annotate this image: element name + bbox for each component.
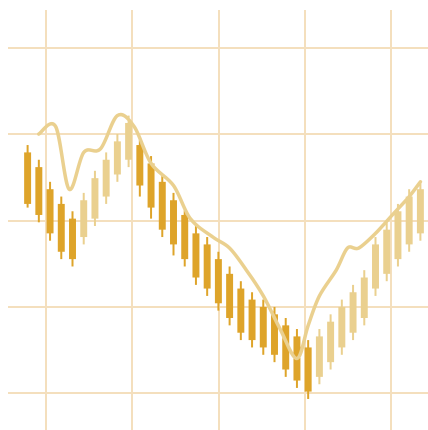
- candle-bearish: [203, 244, 211, 289]
- candle-bullish: [394, 211, 402, 260]
- candle-bullish: [315, 336, 323, 377]
- candle-bullish: [405, 196, 413, 245]
- overlay-line: [37, 112, 423, 361]
- candle-bearish: [282, 325, 290, 370]
- candle-bearish: [35, 167, 43, 215]
- candle-bearish: [136, 145, 144, 186]
- candle-bullish: [338, 306, 346, 348]
- candle-bullish: [360, 277, 368, 318]
- candle-bullish: [113, 141, 121, 175]
- candle-bearish: [304, 347, 312, 392]
- candle-bearish: [271, 314, 278, 355]
- candle-bearish: [46, 189, 54, 234]
- candle-bearish: [69, 218, 76, 260]
- candle-bullish: [372, 244, 379, 289]
- candle-bearish: [226, 273, 234, 318]
- candle-bullish: [80, 200, 88, 238]
- candle-bearish: [248, 299, 256, 341]
- candle-bearish: [24, 152, 32, 204]
- candle-bearish: [214, 259, 222, 304]
- candle-bullish: [125, 122, 133, 160]
- candle-bearish: [192, 233, 200, 278]
- candle-bearish: [170, 200, 177, 245]
- candle-bearish: [147, 163, 155, 208]
- candle-bearish: [57, 203, 65, 252]
- candle-bearish: [181, 214, 189, 260]
- candle-bullish: [416, 189, 424, 234]
- candle-bearish: [259, 306, 267, 348]
- candle-bearish: [237, 288, 245, 333]
- candle-bullish: [91, 178, 99, 219]
- candle-bullish: [327, 321, 335, 363]
- candle-bullish: [383, 229, 391, 274]
- candle-bearish: [158, 181, 166, 230]
- candle-bullish: [102, 159, 110, 197]
- candle-bullish: [349, 292, 357, 333]
